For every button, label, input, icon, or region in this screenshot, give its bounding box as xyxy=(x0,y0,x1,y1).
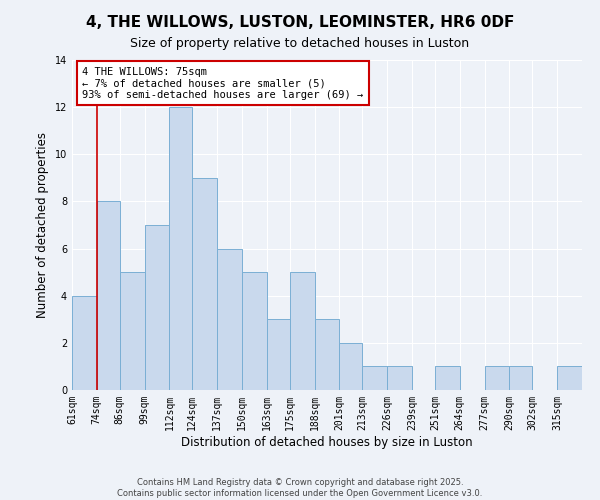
Bar xyxy=(145,225,169,390)
Bar xyxy=(485,366,509,390)
Bar xyxy=(217,248,242,390)
Bar xyxy=(193,178,217,390)
Bar xyxy=(120,272,145,390)
Bar xyxy=(290,272,314,390)
Bar xyxy=(267,320,290,390)
Bar xyxy=(72,296,97,390)
Bar xyxy=(387,366,412,390)
Text: 4 THE WILLOWS: 75sqm
← 7% of detached houses are smaller (5)
93% of semi-detache: 4 THE WILLOWS: 75sqm ← 7% of detached ho… xyxy=(82,66,364,100)
Bar xyxy=(169,107,193,390)
Bar xyxy=(557,366,582,390)
Bar xyxy=(314,320,340,390)
Bar xyxy=(509,366,532,390)
Bar xyxy=(435,366,460,390)
Bar xyxy=(97,202,120,390)
Bar xyxy=(362,366,387,390)
Bar xyxy=(242,272,267,390)
Y-axis label: Number of detached properties: Number of detached properties xyxy=(36,132,49,318)
Text: Contains HM Land Registry data © Crown copyright and database right 2025.
Contai: Contains HM Land Registry data © Crown c… xyxy=(118,478,482,498)
Text: Size of property relative to detached houses in Luston: Size of property relative to detached ho… xyxy=(130,38,470,51)
Bar xyxy=(340,343,362,390)
X-axis label: Distribution of detached houses by size in Luston: Distribution of detached houses by size … xyxy=(181,436,473,448)
Text: 4, THE WILLOWS, LUSTON, LEOMINSTER, HR6 0DF: 4, THE WILLOWS, LUSTON, LEOMINSTER, HR6 … xyxy=(86,15,514,30)
